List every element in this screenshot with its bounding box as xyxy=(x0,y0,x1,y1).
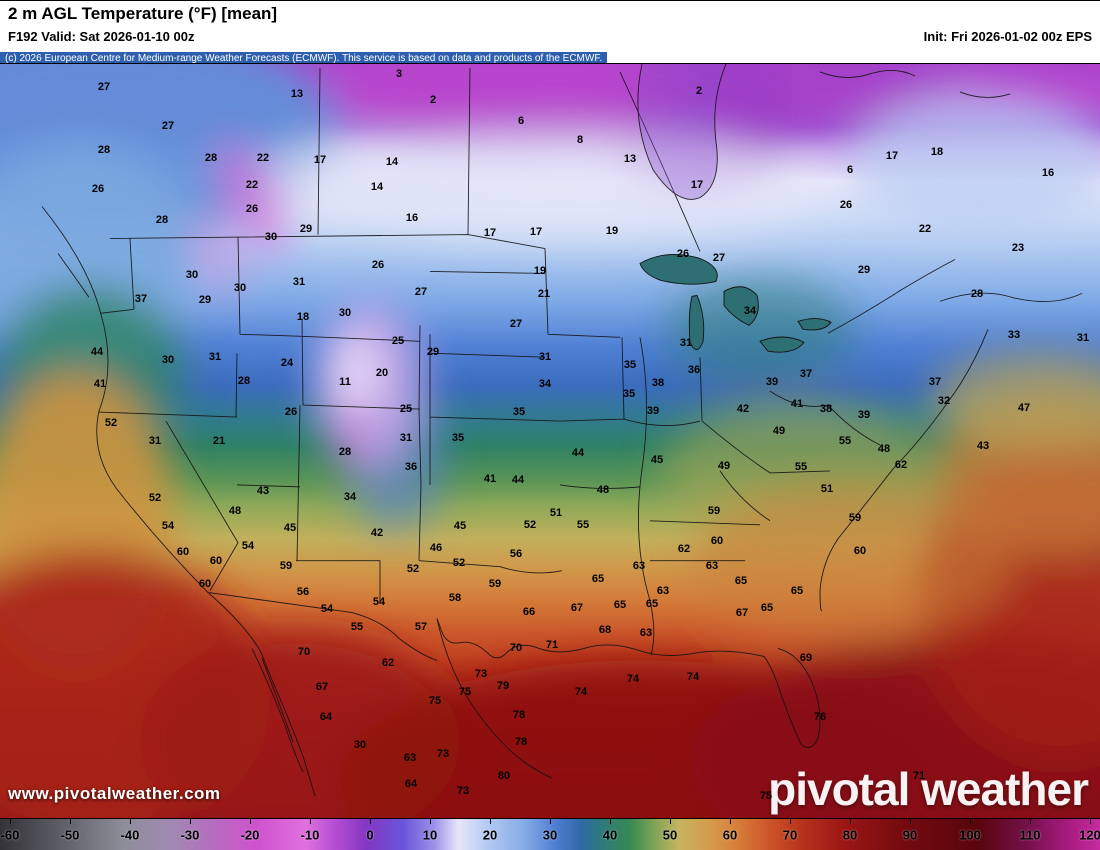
colorbar-tick-mark xyxy=(1090,819,1091,824)
colorbar-tick-label: -50 xyxy=(60,827,80,843)
colorbar-tick-mark xyxy=(670,819,671,824)
geography-outlines xyxy=(41,64,1083,797)
mexico-gulf-coast xyxy=(436,618,553,779)
st-lawrence-maritimes xyxy=(827,259,1083,334)
colorbar-tick-label: -10 xyxy=(300,827,320,843)
model-init-time: Init: Fri 2026-01-02 00z EPS xyxy=(923,29,1092,44)
colorbar-tick-mark xyxy=(490,819,491,824)
colorbar-tick-mark xyxy=(190,819,191,824)
gulf-coastline xyxy=(436,618,765,659)
map-header: 2 m AGL Temperature (°F) [mean] F192 Val… xyxy=(0,1,1100,67)
colorbar-tick-mark xyxy=(1030,819,1031,824)
colorbar-tick-mark xyxy=(430,819,431,824)
temperature-field-layer xyxy=(0,64,1100,818)
colorbar-tick-label: 10 xyxy=(422,827,438,843)
copyright-bar: (c) 2026 European Centre for Medium-rang… xyxy=(0,48,1100,67)
colorbar-tick-mark xyxy=(610,819,611,824)
colorbar-tick-label: -30 xyxy=(180,827,200,843)
colorbar-tick-mark xyxy=(970,819,971,824)
watermark-brand-logo: pivotal weather xyxy=(768,763,1089,815)
colorbar-tick-label: -20 xyxy=(240,827,260,843)
colorbar-tick-label: 100 xyxy=(959,827,981,843)
temperature-map-svg xyxy=(0,64,1100,818)
temperature-colorbar: -60 -50 -40 -30 -20 -10 0 10 20 30 40 50 60 70 80 90 100… xyxy=(0,819,1100,850)
colorbar-tick-label: 30 xyxy=(542,827,558,843)
colorbar-tick-mark xyxy=(910,819,911,824)
colorbar-tick-mark xyxy=(310,819,311,824)
colorbar-tick-label: 20 xyxy=(482,827,498,843)
vancouver-island xyxy=(57,253,90,298)
colorbar-scale: -60 -50 -40 -30 -20 -10 0 10 20 30 40 50 60 70 80 90 100… xyxy=(0,819,1100,850)
arctic-islands xyxy=(819,70,1011,98)
colorbar-tick-mark xyxy=(70,819,71,824)
atlantic-coastline xyxy=(819,329,989,612)
header-subtitle-row: F192 Valid: Sat 2026-01-10 00z Init: Fri… xyxy=(0,29,1100,47)
watermark-url: www.pivotalweather.com xyxy=(8,784,221,803)
colorbar-tick-mark xyxy=(790,819,791,824)
colorbar-tick-label: 60 xyxy=(722,827,738,843)
colorbar-tick-label: 120 xyxy=(1079,827,1100,843)
colorbar-tick-label: -60 xyxy=(0,827,20,843)
lake-superior xyxy=(639,254,718,285)
pacific-coastline xyxy=(41,206,316,797)
colorbar-tick-mark xyxy=(10,819,11,824)
colorbar-tick-label: 110 xyxy=(1019,827,1041,843)
temperature-map: www.pivotalweather.com pivotal weather xyxy=(0,63,1100,819)
colorbar-tick-mark xyxy=(550,819,551,824)
colorbar-tick-mark xyxy=(130,819,131,824)
colorbar-tick-mark xyxy=(730,819,731,824)
colorbar-tick-label: -40 xyxy=(120,827,140,843)
lake-ontario xyxy=(797,318,832,331)
colorbar-tick-mark xyxy=(250,819,251,824)
great-lakes xyxy=(639,254,832,353)
colorbar-tick-label: 80 xyxy=(842,827,858,843)
colorbar-tick-label: 50 xyxy=(662,827,678,843)
lake-michigan xyxy=(688,294,705,350)
colorbar-tick-label: 40 xyxy=(602,827,618,843)
us-mexico-border xyxy=(208,592,438,661)
baja-peninsula xyxy=(251,648,304,773)
lake-huron xyxy=(723,286,759,326)
province-borders xyxy=(317,67,701,252)
hudson-bay xyxy=(637,64,727,200)
colorbar-tick-label: 0 xyxy=(366,827,374,843)
florida-peninsula xyxy=(763,648,821,749)
colorbar-tick-label: 90 xyxy=(902,827,918,843)
forecast-valid-time: F192 Valid: Sat 2026-01-10 00z xyxy=(8,29,195,44)
colorbar-tick-mark xyxy=(370,819,371,824)
colorbar-tick-label: 70 xyxy=(782,827,798,843)
lake-erie xyxy=(759,336,805,353)
colorbar-tick-mark xyxy=(850,819,851,824)
map-title: 2 m AGL Temperature (°F) [mean] xyxy=(8,4,278,23)
state-boundaries xyxy=(98,236,881,656)
